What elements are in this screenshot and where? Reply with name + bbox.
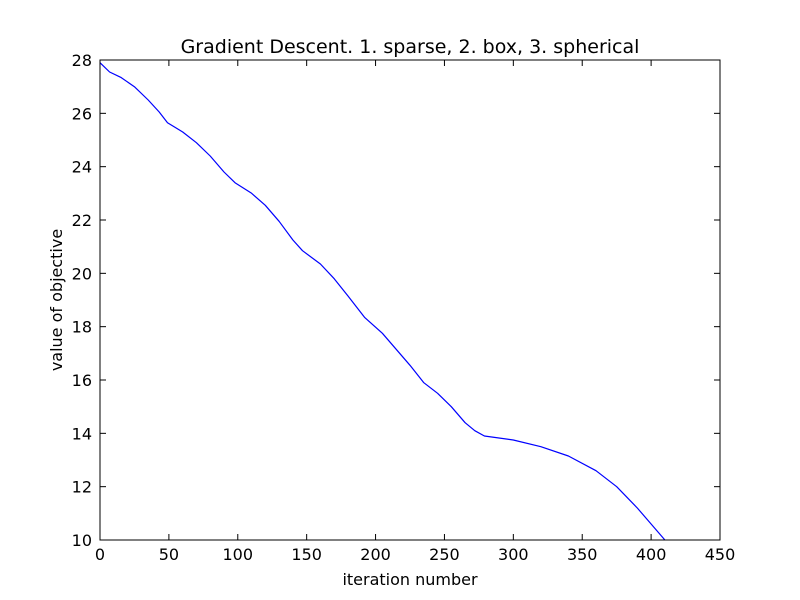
x-tick-label: 300 — [498, 545, 529, 564]
ticks-layer: 0 50 100 150 200 250 300 350 400 450 10 12 14 16 18 20 2… — [72, 51, 736, 564]
plot-layer — [99, 62, 666, 541]
x-tick-label: 0 — [95, 545, 105, 564]
y-tick-label: 18 — [72, 318, 92, 337]
y-tick-label: 12 — [72, 478, 92, 497]
x-tick-label: 100 — [223, 545, 254, 564]
x-tick-label: 150 — [291, 545, 322, 564]
y-tick-label: 16 — [72, 371, 92, 390]
x-tick-label: 50 — [159, 545, 179, 564]
y-tick-label: 14 — [72, 424, 92, 443]
y-axis-label: value of objective — [47, 229, 66, 371]
y-tick-label: 22 — [72, 211, 92, 230]
y-tick-label: 20 — [72, 264, 92, 283]
x-tick-label: 200 — [360, 545, 391, 564]
y-tick-label: 28 — [72, 51, 92, 70]
x-axis-label: iteration number — [342, 570, 478, 589]
x-tick-label: 400 — [636, 545, 667, 564]
y-tick-label: 26 — [72, 104, 92, 123]
x-tick-label: 450 — [705, 545, 736, 564]
y-tick-label: 24 — [72, 158, 92, 177]
series-line — [99, 62, 666, 541]
plot-frame — [99, 59, 721, 541]
x-tick-label: 250 — [429, 545, 460, 564]
y-tick-label: 10 — [72, 531, 92, 550]
chart-title: Gradient Descent. 1. sparse, 2. box, 3. … — [181, 36, 640, 58]
x-tick-label: 350 — [567, 545, 598, 564]
